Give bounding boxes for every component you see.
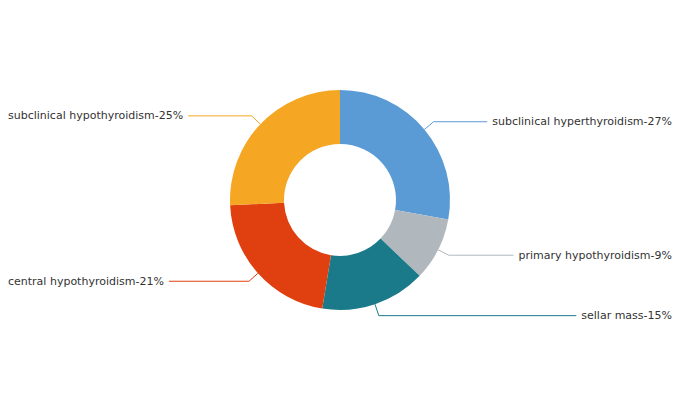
svg-text:subclinical hyperthyroidism-27: subclinical hyperthyroidism-27%: [492, 115, 672, 128]
svg-text:primary hypothyroidism-9%: primary hypothyroidism-9%: [518, 249, 672, 262]
svg-text:sellar mass-15%: sellar mass-15%: [581, 309, 672, 322]
svg-text:central hypothyroidism-21%: central hypothyroidism-21%: [8, 275, 164, 288]
svg-text:subclinical hypothyroidism-25%: subclinical hypothyroidism-25%: [8, 109, 183, 122]
